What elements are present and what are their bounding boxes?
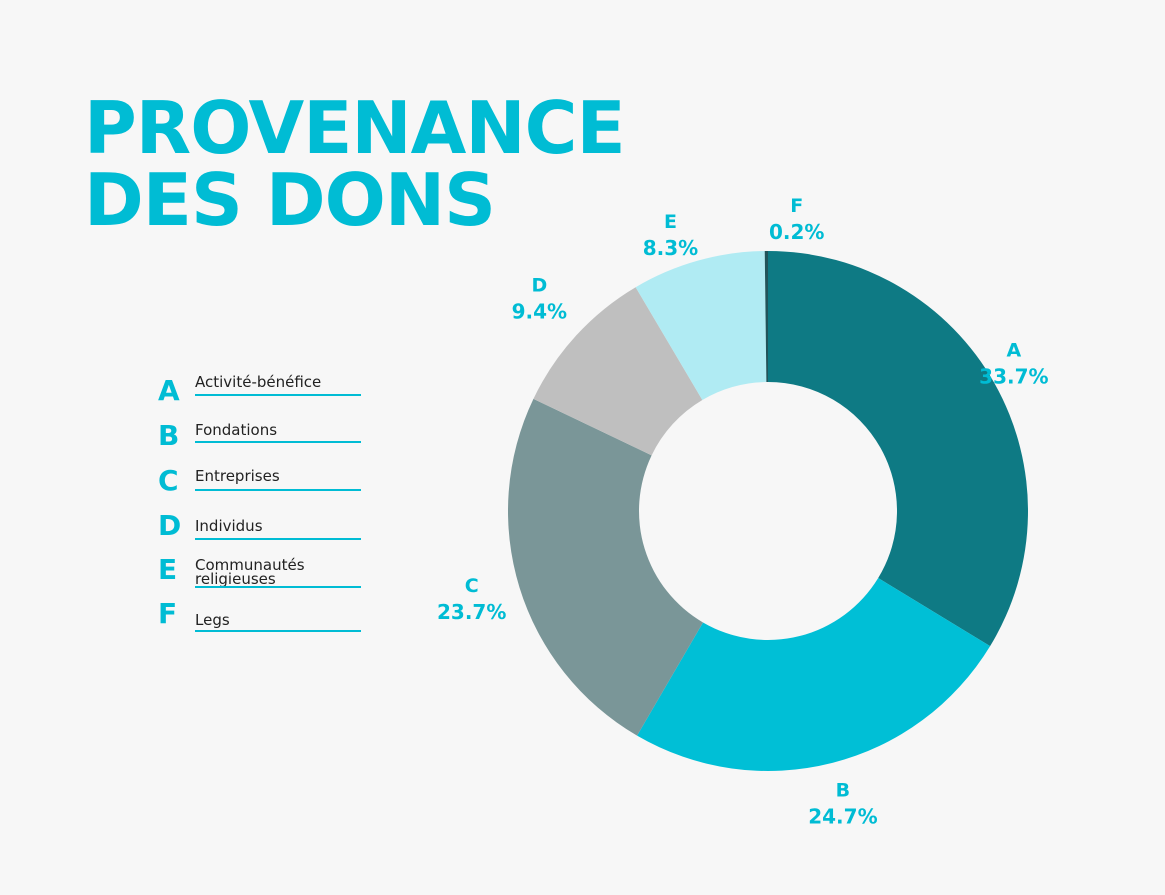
- donut-slice-a: [768, 251, 1028, 647]
- legend-item-e: E Communautés religieuses: [158, 555, 363, 595]
- slice-label-c: C: [465, 575, 479, 597]
- page-title: PROVENANCE DES DONS: [84, 86, 626, 242]
- legend-item-f: F Legs: [158, 599, 363, 639]
- legend-underline: [195, 586, 361, 588]
- slice-label-f: F: [790, 195, 803, 217]
- legend-letter: E: [158, 553, 178, 586]
- slice-label-a: A: [1007, 340, 1022, 362]
- legend-item-b: B Fondations: [158, 421, 363, 461]
- legend-underline: [195, 441, 361, 443]
- legend-label: Individus: [195, 517, 263, 535]
- legend-item-d: D Individus: [158, 511, 363, 551]
- slice-value-c: 23.7%: [437, 600, 506, 624]
- donut-slice-c: [507, 398, 704, 736]
- legend-item-c: C Entreprises: [158, 466, 363, 506]
- legend-label: Fondations: [195, 421, 278, 439]
- donut-slice-d: [533, 287, 703, 456]
- title-line-1: PROVENANCE: [84, 86, 626, 170]
- slice-label-e: E: [664, 211, 677, 233]
- slice-value-d: 9.4%: [512, 300, 567, 324]
- donut-slice-e: [635, 251, 767, 400]
- legend-letter: D: [158, 509, 182, 542]
- legend-label: Legs: [195, 611, 230, 629]
- slice-label-d: D: [531, 275, 547, 297]
- legend-underline: [195, 394, 361, 396]
- donut-slice-b: [637, 578, 991, 771]
- legend-label: Activité-bénéfice: [195, 373, 322, 391]
- slice-value-f: 0.2%: [769, 220, 824, 244]
- slice-value-e: 8.3%: [643, 236, 698, 260]
- legend-letter: C: [158, 464, 179, 497]
- legend-label: Communautés religieuses: [195, 556, 305, 588]
- legend-item-a: A Activité-bénéfice: [158, 373, 363, 416]
- legend-letter: A: [158, 374, 180, 407]
- legend-label: Entreprises: [195, 467, 280, 485]
- legend-underline: [195, 489, 361, 491]
- title-line-2: DES DONS: [84, 158, 496, 242]
- legend-underline: [195, 630, 361, 632]
- slice-label-b: B: [836, 780, 850, 802]
- slice-value-b: 24.7%: [808, 805, 877, 829]
- legend-underline: [195, 538, 361, 540]
- slice-value-a: 33.7%: [979, 365, 1048, 389]
- legend-letter: F: [158, 597, 178, 630]
- legend-letter: B: [158, 419, 180, 452]
- donut-slice-f: [764, 251, 768, 383]
